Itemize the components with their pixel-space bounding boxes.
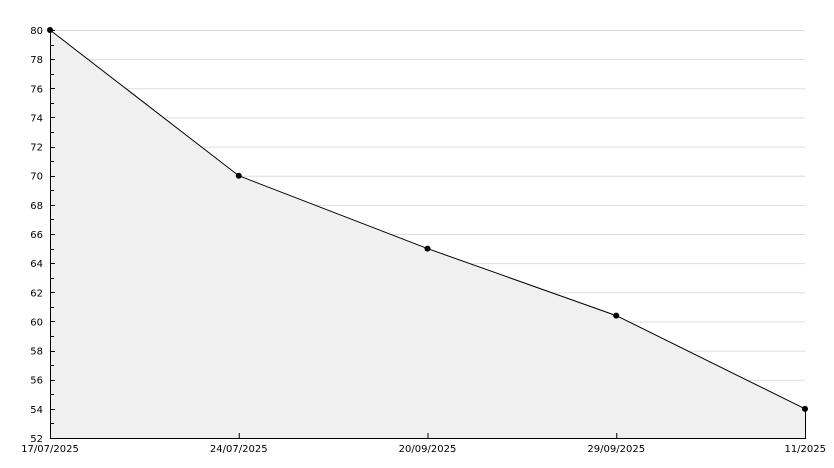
y-tick-label: 70: [30, 172, 43, 183]
y-tick-label: 72: [30, 143, 43, 154]
y-tick-label: 52: [30, 434, 43, 445]
y-tick-label: 62: [30, 288, 43, 299]
y-tick-label: 74: [30, 113, 43, 124]
data-point: [424, 245, 431, 252]
x-tick-label: 29/09/2025: [587, 444, 645, 455]
y-tick-label: 64: [30, 259, 43, 270]
y-tick-label: 54: [30, 405, 43, 416]
area-fill: [50, 30, 805, 438]
y-tick-label: 68: [30, 201, 43, 212]
x-tick-label: 17/07/2025: [21, 444, 79, 455]
x-tick-label: 11/2025: [784, 444, 826, 455]
data-point: [613, 312, 620, 319]
data-point: [235, 172, 242, 179]
y-tick-label: 80: [30, 26, 43, 37]
y-tick-label: 66: [30, 230, 43, 241]
y-tick-label: 56: [30, 376, 43, 387]
x-tick-label: 24/07/2025: [210, 444, 268, 455]
data-point: [802, 405, 808, 412]
y-tick-label: 78: [30, 55, 43, 66]
data-point: [47, 27, 53, 33]
x-tick-label: 20/09/2025: [399, 444, 457, 455]
y-tick-label: 76: [30, 84, 43, 95]
y-tick-label: 60: [30, 317, 43, 328]
y-tick-label: 58: [30, 347, 43, 358]
